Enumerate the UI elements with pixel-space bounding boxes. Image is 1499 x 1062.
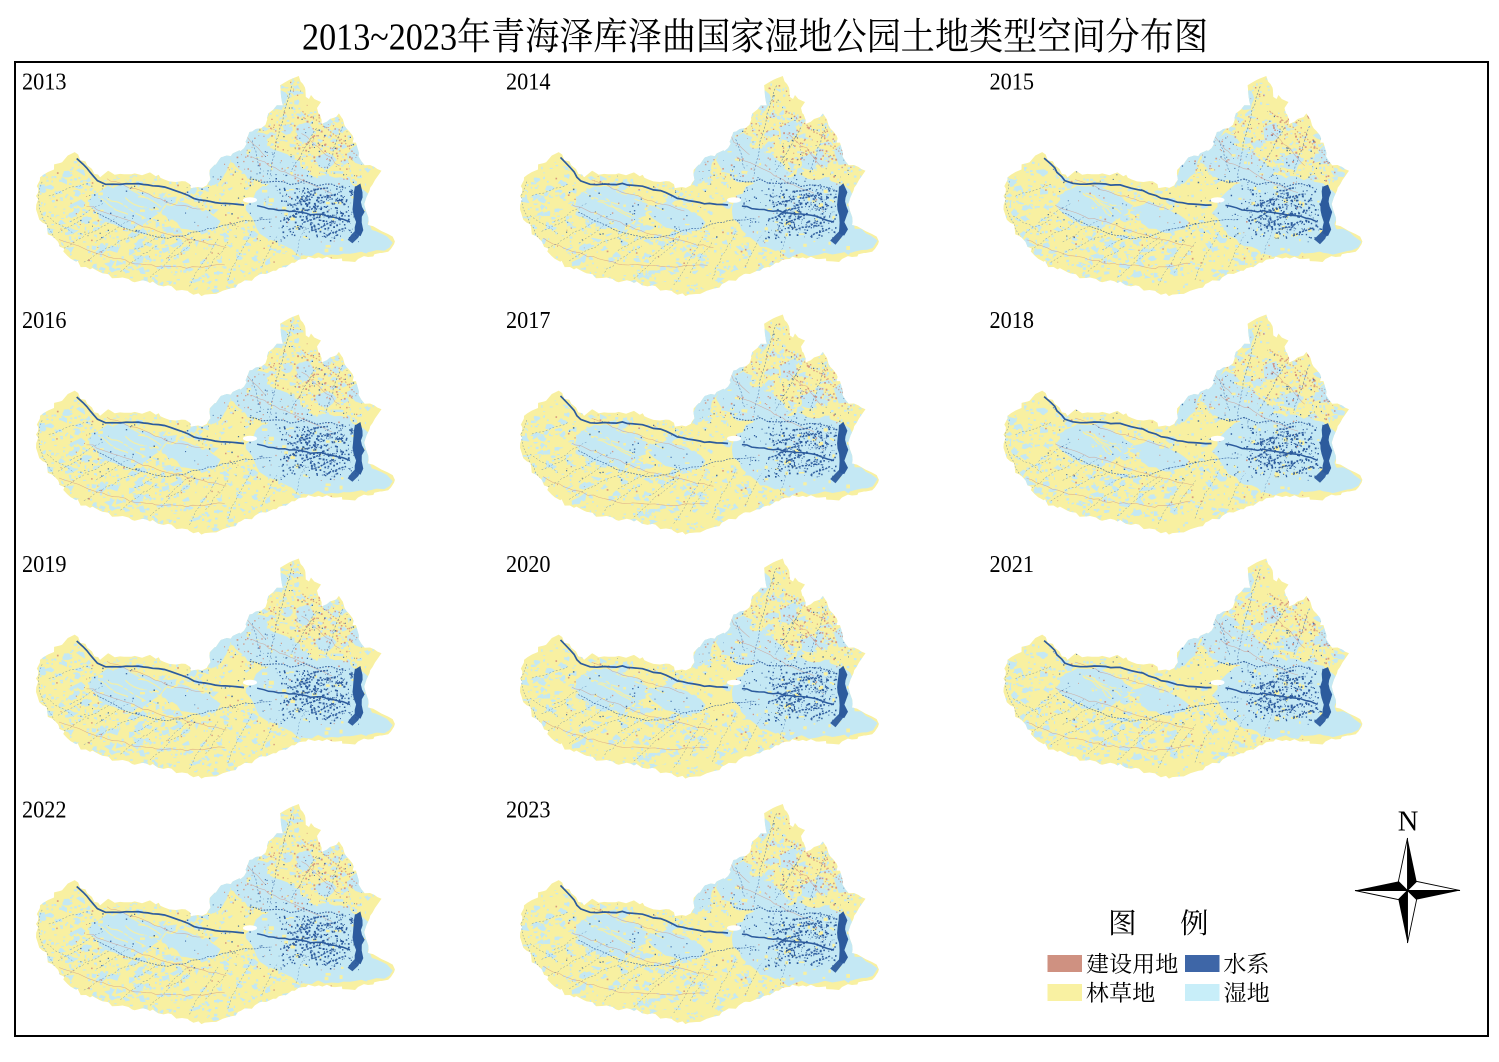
svg-text:2014: 2014 [506, 68, 551, 95]
svg-text:N: N [1398, 807, 1419, 838]
svg-text:湿地: 湿地 [1224, 975, 1270, 1008]
svg-text:2023: 2023 [506, 796, 551, 823]
svg-text:2013~2023年青海泽库泽曲国家湿地公园土地类型空间分布: 2013~2023年青海泽库泽曲国家湿地公园土地类型空间分布图 [302, 17, 1208, 59]
svg-text:2017: 2017 [506, 307, 551, 334]
svg-text:2021: 2021 [990, 551, 1035, 578]
svg-text:2022: 2022 [22, 796, 67, 823]
svg-text:2018: 2018 [990, 307, 1035, 334]
svg-text:水系: 水系 [1224, 946, 1270, 979]
svg-text:2015: 2015 [990, 68, 1035, 95]
svg-text:2019: 2019 [22, 551, 67, 578]
svg-text:建设用地: 建设用地 [1086, 946, 1178, 979]
svg-text:图: 图 [1108, 901, 1137, 942]
svg-text:例: 例 [1180, 901, 1209, 942]
svg-text:林草地: 林草地 [1086, 975, 1155, 1008]
svg-text:2016: 2016 [22, 307, 67, 334]
svg-text:2020: 2020 [506, 551, 551, 578]
svg-text:2013: 2013 [22, 68, 67, 95]
